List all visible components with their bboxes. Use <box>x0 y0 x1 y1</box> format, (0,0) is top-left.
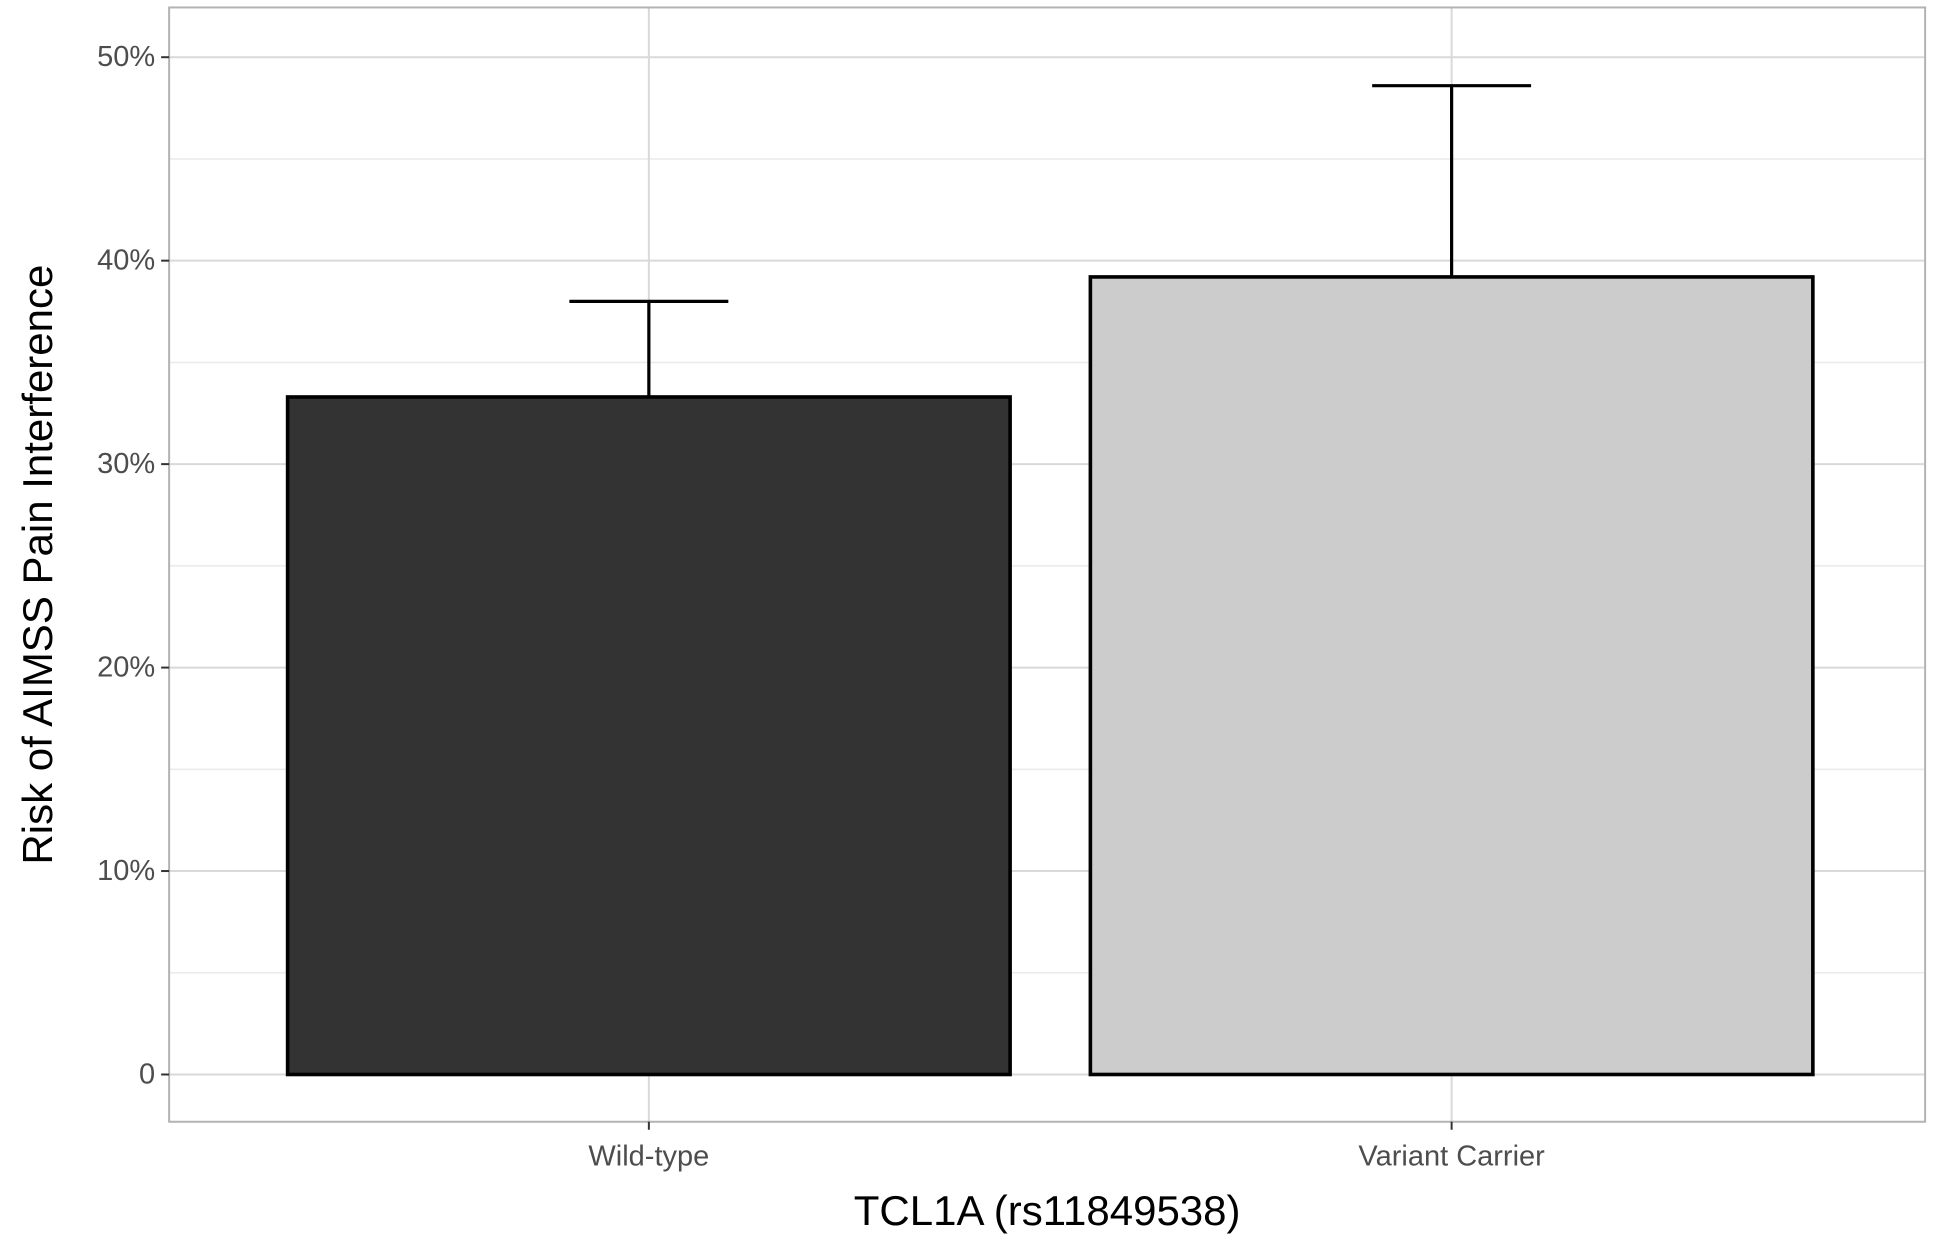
y-axis-title: Risk of AIMSS Pain Interference <box>14 265 61 865</box>
x-axis-ticks: Wild-type Variant Carrier <box>588 1121 1545 1173</box>
panel-border <box>168 6 1927 1123</box>
x-tick-label: Variant Carrier <box>1358 1141 1545 1173</box>
x-tick-label: Wild-type <box>588 1141 709 1173</box>
y-tick-label: 20% <box>97 652 155 684</box>
error-bars-group <box>569 84 1532 397</box>
y-tick-label: 30% <box>97 448 155 480</box>
y-tick-label: 50% <box>97 41 155 73</box>
bar-variant-carrier <box>1088 275 1815 1077</box>
y-tick-label: 0 <box>139 1058 155 1090</box>
y-axis-ticks: 0 10% 20% 30% 40% 50% <box>97 41 170 1090</box>
bar-wild-type <box>285 395 1012 1077</box>
bars-group <box>285 275 1815 1077</box>
y-tick-label: 10% <box>97 855 155 887</box>
x-axis-title: TCL1A (rs11849538) <box>854 1187 1241 1234</box>
y-tick-label: 40% <box>97 245 155 277</box>
